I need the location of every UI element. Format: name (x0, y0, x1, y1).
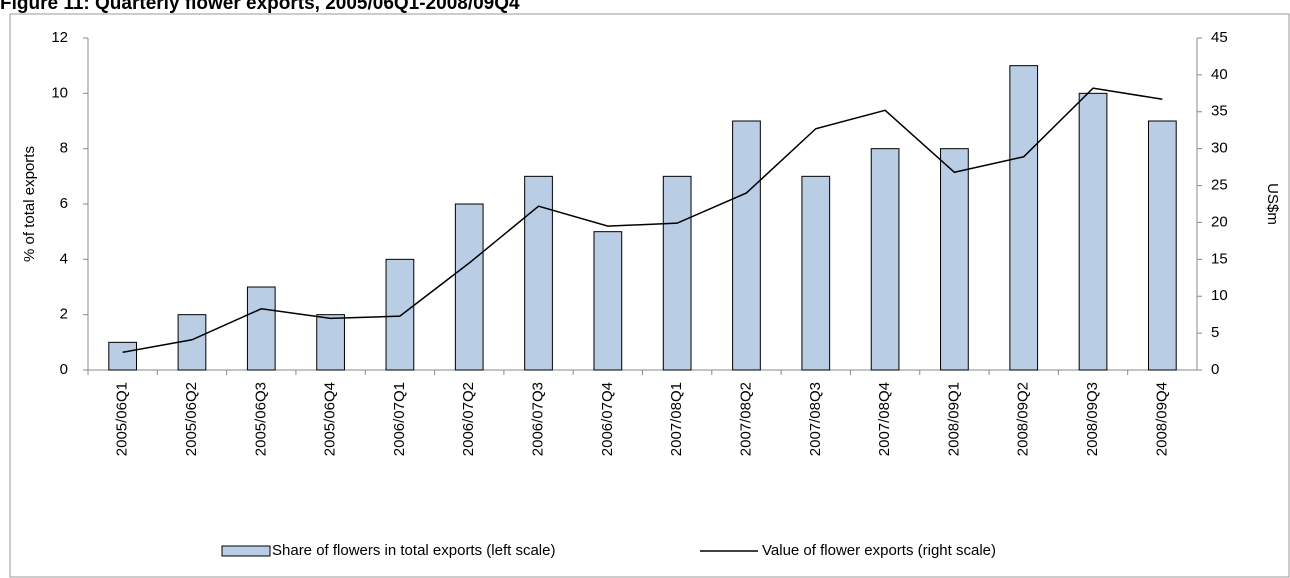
legend-label: Value of flower exports (right scale) (762, 542, 996, 559)
x-tick-label: 2006/07Q3 (530, 382, 547, 456)
legend-swatch (221, 545, 271, 557)
y2-tick-label: 20 (1211, 213, 1228, 230)
bar (316, 314, 345, 371)
y-tick-label: 0 (60, 361, 68, 378)
x-tick-label: 2007/08Q1 (668, 382, 685, 456)
x-tick-label: 2006/07Q2 (460, 382, 477, 456)
x-tick-label: 2006/07Q4 (599, 382, 616, 456)
x-tick-label: 2007/08Q4 (876, 382, 893, 456)
x-tick-label: 2008/09Q3 (1084, 382, 1101, 456)
y2-tick-label: 45 (1211, 29, 1228, 46)
bar (732, 120, 761, 371)
bar (177, 314, 207, 371)
y2-tick-label: 5 (1211, 324, 1219, 341)
bar (108, 341, 138, 371)
bar (1009, 65, 1039, 371)
chart-frame (9, 13, 1290, 578)
y2-tick-label: 25 (1211, 177, 1228, 194)
legend-label: Share of flowers in total exports (left … (272, 542, 555, 559)
bar (1078, 92, 1108, 371)
y-tick-label: 6 (60, 195, 68, 212)
y-tick-label: 4 (60, 250, 68, 267)
y2-tick-label: 40 (1211, 66, 1228, 83)
x-tick-label: 2007/08Q2 (737, 382, 754, 456)
y-tick-label: 2 (60, 306, 68, 323)
line (122, 87, 1163, 354)
x-tick-label: 2005/06Q2 (183, 382, 200, 456)
x-tick-label: 2008/09Q2 (1015, 382, 1032, 456)
y-tick-label: 12 (51, 29, 68, 46)
y2-tick-label: 35 (1211, 103, 1228, 120)
y2-tick-label: 30 (1211, 140, 1228, 157)
y-tick-label: 8 (60, 140, 68, 157)
y-tick-label: 10 (51, 84, 68, 101)
bar (385, 258, 415, 371)
y2-axis-label: US$m (1264, 183, 1281, 225)
y2-tick-label: 0 (1211, 361, 1219, 378)
x-tick-label: 2005/06Q1 (114, 382, 131, 456)
x-tick-label: 2005/06Q4 (322, 382, 339, 456)
bar (662, 175, 692, 371)
y2-tick-label: 15 (1211, 250, 1228, 267)
x-tick-label: 2005/06Q3 (252, 382, 269, 456)
bar (870, 148, 900, 371)
x-tick-label: 2007/08Q3 (807, 382, 824, 456)
bar (940, 148, 969, 371)
y-axis-label: % of total exports (21, 146, 38, 262)
bar (454, 203, 484, 371)
x-tick-label: 2006/07Q1 (391, 382, 408, 456)
bar (524, 175, 553, 371)
y2-tick-label: 10 (1211, 287, 1228, 304)
x-tick-label: 2008/09Q4 (1153, 382, 1170, 456)
bar (593, 231, 623, 371)
bar (246, 286, 276, 371)
chart-title: Figure 11: Quarterly flower exports, 200… (0, 0, 520, 14)
x-tick-label: 2008/09Q1 (945, 382, 962, 456)
bar (1147, 120, 1177, 371)
bar (801, 175, 831, 371)
